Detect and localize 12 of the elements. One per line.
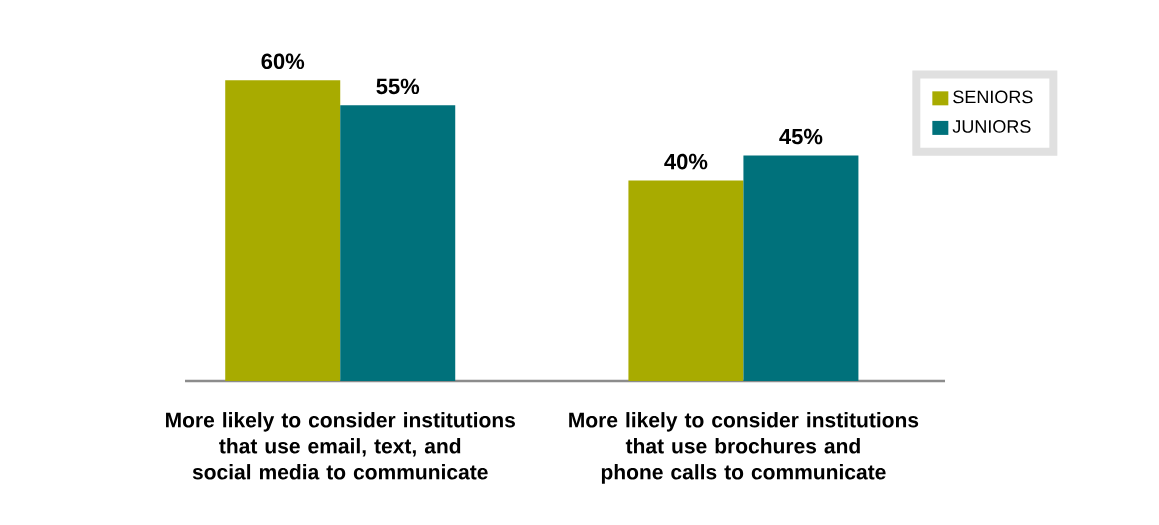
data-label: 60% xyxy=(261,53,305,70)
data-label: 55% xyxy=(376,78,420,95)
bar xyxy=(743,155,859,381)
bar xyxy=(225,80,341,381)
x-tick-label: More likely to consider institutions that use email, text, and social media to communicate xyxy=(166,412,515,480)
bar xyxy=(628,180,744,381)
data-label: 45% xyxy=(779,128,823,145)
x-tick-label: More likely to consider institutions that use brochures and phone calls to communicate xyxy=(569,412,919,484)
legend-label: JUNIORS xyxy=(952,120,1031,133)
bar xyxy=(340,105,456,381)
data-label: 40% xyxy=(664,153,708,170)
legend-label: SENIORS xyxy=(953,90,1033,104)
